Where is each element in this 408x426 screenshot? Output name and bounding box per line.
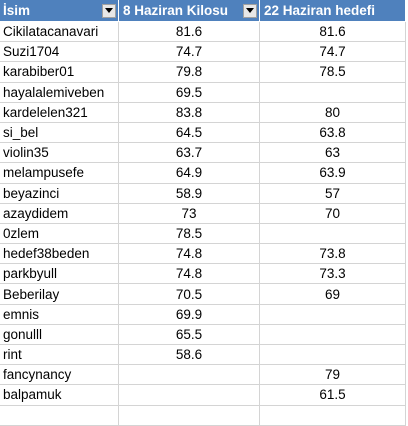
target-cell[interactable]: 80 bbox=[260, 102, 406, 123]
table-row: beyazinci 58.9 57 bbox=[0, 183, 406, 204]
weight-cell[interactable]: 83.8 bbox=[119, 102, 260, 123]
table-row: rint 58.6 bbox=[0, 345, 406, 366]
weight-cell[interactable]: 69.9 bbox=[119, 304, 260, 325]
weight-cell[interactable]: 63.7 bbox=[119, 143, 260, 164]
target-cell[interactable]: 63.9 bbox=[260, 163, 406, 184]
name-cell[interactable]: gonulll bbox=[0, 324, 119, 345]
empty-cell[interactable] bbox=[119, 405, 260, 426]
table-row: balpamuk 61.5 bbox=[0, 385, 406, 406]
target-cell[interactable]: 63 bbox=[260, 143, 406, 164]
target-cell[interactable]: 61.5 bbox=[260, 385, 406, 406]
weight-cell[interactable]: 64.5 bbox=[119, 122, 260, 144]
target-cell[interactable]: 70 bbox=[260, 203, 406, 224]
target-cell[interactable] bbox=[260, 223, 406, 245]
target-cell[interactable] bbox=[260, 82, 406, 103]
header-name-label: İsim bbox=[3, 3, 31, 18]
target-cell[interactable]: 74.7 bbox=[260, 42, 406, 63]
name-cell[interactable]: emnis bbox=[0, 304, 119, 325]
weight-cell[interactable] bbox=[119, 365, 260, 386]
target-cell[interactable]: 78.5 bbox=[260, 62, 406, 83]
table-row: violin35 63.7 63 bbox=[0, 143, 406, 164]
weight-cell[interactable]: 65.5 bbox=[119, 324, 260, 345]
header-row: İsim 8 Haziran Kilosu 22 Haziran hedefi bbox=[0, 0, 406, 22]
name-cell[interactable]: Suzi1704 bbox=[0, 42, 119, 63]
table-row: Suzi1704 74.7 74.7 bbox=[0, 42, 406, 63]
target-cell[interactable]: 73.3 bbox=[260, 264, 406, 285]
empty-cell[interactable] bbox=[0, 405, 119, 426]
table-row: parkbyull 74.8 73.3 bbox=[0, 264, 406, 285]
table-row: hedef38beden 74.8 73.8 bbox=[0, 244, 406, 265]
name-cell[interactable]: hayalalemiveben bbox=[0, 82, 119, 103]
table-row: 0zlem 78.5 bbox=[0, 223, 406, 245]
name-cell[interactable]: fancynancy bbox=[0, 365, 119, 386]
weight-cell[interactable]: 81.6 bbox=[119, 22, 260, 43]
table-row: emnis 69.9 bbox=[0, 304, 406, 325]
target-cell[interactable]: 63.8 bbox=[260, 122, 406, 144]
header-weight[interactable]: 8 Haziran Kilosu bbox=[119, 0, 260, 22]
table-row: Cikilatacanavari 81.6 81.6 bbox=[0, 22, 406, 43]
name-cell[interactable]: melampusefe bbox=[0, 163, 119, 184]
table-row: kardelelen321 83.8 80 bbox=[0, 102, 406, 123]
weight-cell[interactable]: 58.6 bbox=[119, 345, 260, 366]
name-cell[interactable]: hedef38beden bbox=[0, 244, 119, 265]
name-cell[interactable]: beyazinci bbox=[0, 183, 119, 204]
weight-cell[interactable]: 74.8 bbox=[119, 264, 260, 285]
name-cell[interactable]: rint bbox=[0, 345, 119, 366]
weight-cell[interactable]: 73 bbox=[119, 203, 260, 224]
header-target-label: 22 Haziran hedefi bbox=[264, 3, 376, 18]
table-body: Cikilatacanavari 81.6 81.6 Suzi1704 74.7 74.7… bbox=[0, 22, 406, 406]
target-cell[interactable]: 57 bbox=[260, 183, 406, 204]
target-cell[interactable] bbox=[260, 304, 406, 325]
target-cell[interactable] bbox=[260, 345, 406, 366]
name-cell[interactable]: si_bel bbox=[0, 122, 119, 144]
weight-cell[interactable]: 74.7 bbox=[119, 42, 260, 63]
name-cell[interactable]: Cikilatacanavari bbox=[0, 22, 119, 43]
name-cell[interactable]: balpamuk bbox=[0, 385, 119, 406]
chevron-down-icon[interactable] bbox=[102, 3, 116, 18]
table-row: gonulll 65.5 bbox=[0, 324, 406, 345]
name-cell[interactable]: kardelelen321 bbox=[0, 102, 119, 123]
name-cell[interactable]: parkbyull bbox=[0, 264, 119, 285]
header-weight-label: 8 Haziran Kilosu bbox=[123, 3, 229, 18]
target-cell[interactable]: 81.6 bbox=[260, 22, 406, 43]
weight-cell[interactable]: 58.9 bbox=[119, 183, 260, 204]
table-row: melampusefe 64.9 63.9 bbox=[0, 163, 406, 184]
weight-cell[interactable]: 78.5 bbox=[119, 223, 260, 245]
chevron-down-icon[interactable] bbox=[243, 3, 257, 18]
table-row: fancynancy 79 bbox=[0, 365, 406, 386]
table-row: si_bel 64.5 63.8 bbox=[0, 122, 406, 144]
table-row: Beberilay 70.5 69 bbox=[0, 284, 406, 305]
name-cell[interactable]: violin35 bbox=[0, 143, 119, 164]
name-cell[interactable]: azaydidem bbox=[0, 203, 119, 224]
header-target[interactable]: 22 Haziran hedefi bbox=[260, 0, 406, 22]
weight-cell[interactable]: 70.5 bbox=[119, 284, 260, 305]
table-row: karabiber01 79.8 78.5 bbox=[0, 62, 406, 83]
weight-cell[interactable] bbox=[119, 385, 260, 406]
weight-cell[interactable]: 79.8 bbox=[119, 62, 260, 83]
name-cell[interactable]: karabiber01 bbox=[0, 62, 119, 83]
weight-cell[interactable]: 74.8 bbox=[119, 244, 260, 265]
weight-cell[interactable]: 64.9 bbox=[119, 163, 260, 184]
header-name[interactable]: İsim bbox=[0, 0, 119, 22]
empty-cell[interactable] bbox=[260, 405, 406, 426]
table-row: azaydidem 73 70 bbox=[0, 203, 406, 224]
target-cell[interactable]: 79 bbox=[260, 365, 406, 386]
empty-row bbox=[0, 405, 406, 426]
weight-cell[interactable]: 69.5 bbox=[119, 82, 260, 103]
target-cell[interactable] bbox=[260, 324, 406, 345]
name-cell[interactable]: Beberilay bbox=[0, 284, 119, 305]
name-cell[interactable]: 0zlem bbox=[0, 223, 119, 245]
target-cell[interactable]: 73.8 bbox=[260, 244, 406, 265]
target-cell[interactable]: 69 bbox=[260, 284, 406, 305]
table-row: hayalalemiveben 69.5 bbox=[0, 82, 406, 103]
